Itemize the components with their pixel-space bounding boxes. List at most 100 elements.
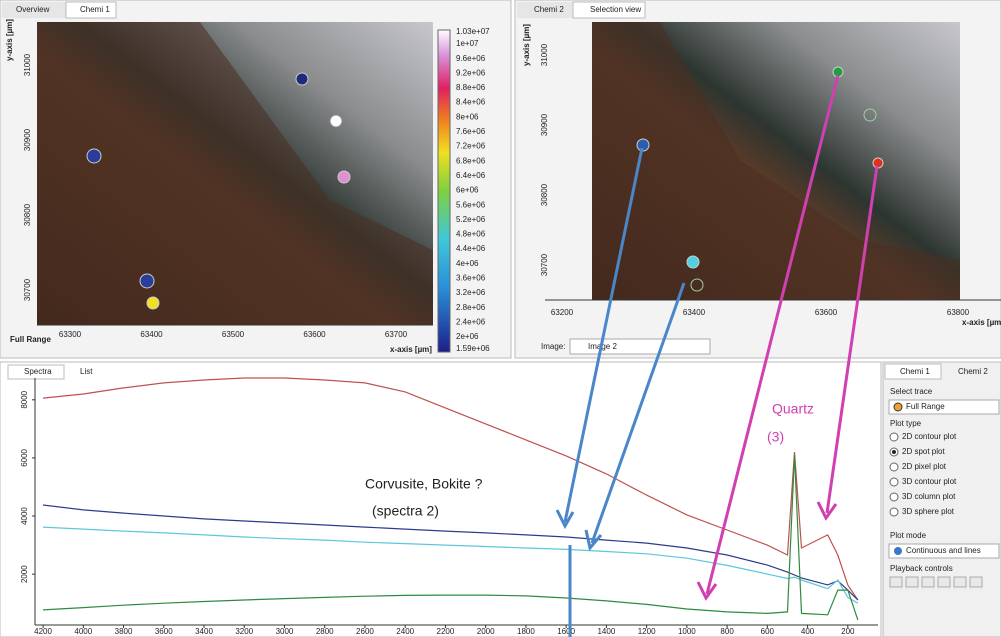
playback-button[interactable] [937,576,951,588]
y-axis-label: y-axis [µm] [522,24,531,66]
x-tick-label: 63800 [947,308,970,317]
x-axis-label: x-axis [µm] [390,345,432,354]
mode-icon [894,547,902,555]
y-axis-label: y-axis [µm] [5,19,14,61]
radio[interactable] [889,492,899,502]
annotation: Quartz [772,401,814,417]
colorbar-label: 3.2e+06 [456,288,486,297]
spot[interactable] [686,255,700,269]
radio-label: 2D pixel plot [902,462,947,471]
trace-dropdown-value[interactable]: Full Range [906,402,945,411]
tab-label[interactable]: Selection view [590,5,641,14]
radio[interactable] [889,507,899,517]
trace-label: Full Range [10,335,51,344]
x-tick-label: 2600 [356,627,374,636]
spot[interactable] [146,296,160,310]
x-tick-label: 600 [761,627,775,636]
y-tick-label: 30800 [23,203,32,226]
tab-active[interactable] [884,363,942,380]
colorbar-label: 8.4e+06 [456,98,486,107]
tab-label[interactable]: Chemi 2 [534,5,564,14]
spot[interactable] [690,278,704,292]
arrows [555,74,879,637]
spectrum-line [42,377,859,601]
tab-label[interactable]: Chemi 1 [900,367,930,376]
colorbar-label: 3.6e+06 [456,274,486,283]
x-tick-label: 63500 [222,330,245,339]
colorbar-label: 4e+06 [456,259,479,268]
tab-label[interactable]: List [80,367,93,376]
colorbar-label: 1.03e+07 [456,27,490,36]
image-dark-region [37,22,433,325]
trace-icon [893,402,903,412]
spot[interactable] [329,114,343,128]
plot-type-options: 2D contour plot 2D spot plot 2D pixel plot… [889,432,957,517]
radio[interactable] [889,462,899,472]
mode-dropdown-value[interactable]: Continuous and lines [906,546,981,555]
spot[interactable] [636,138,650,152]
tab-label[interactable]: Spectra [24,367,52,376]
radio[interactable] [889,432,899,442]
radio[interactable] [889,477,899,487]
y-tick-label: 2000 [20,565,29,583]
x-tick-label: 1400 [597,627,615,636]
x-tick-label: 63400 [683,308,706,317]
arrow [825,165,879,514]
spot[interactable] [863,108,877,122]
image-dropdown-value[interactable]: Image 2 [588,342,617,351]
tab-label[interactable]: Chemi 2 [958,367,988,376]
x-tick-label: 2000 [477,627,495,636]
annotation: (3) [767,429,784,445]
y-tick-label: 30700 [23,278,32,301]
colorbar-label: 8.8e+06 [456,83,486,92]
image-label: Image: [541,342,565,351]
colorbar-label: 9.6e+06 [456,54,486,63]
x-axis-label: x-axis [µm] [962,318,1001,327]
trace-dropdown[interactable] [888,399,1000,415]
tab-label[interactable]: Chemi 1 [80,5,110,14]
y-tick-label: 31000 [540,43,549,66]
x-tick-label: 1600 [557,627,575,636]
radio-label: 2D spot plot [902,447,945,456]
spot[interactable] [295,72,309,86]
spot[interactable] [139,273,155,289]
arrow-head [584,529,603,552]
x-tick-label: 3000 [276,627,294,636]
section-label: Plot mode [890,531,927,540]
radio-dot [892,450,896,454]
tab-active[interactable] [65,1,117,19]
mode-dropdown[interactable] [888,543,1000,559]
tab-active[interactable] [572,1,646,19]
tab-label[interactable]: Overview [16,5,50,14]
x-tick-label: 63400 [140,330,163,339]
arrow-head [696,581,718,601]
colorbar-label: 4.8e+06 [456,230,486,239]
spot[interactable] [86,148,102,164]
playback-button[interactable] [921,576,935,588]
x-tick-label: 4000 [74,627,92,636]
radio-label: 3D contour plot [902,477,957,486]
arrow [563,147,644,523]
tab[interactable] [517,2,573,18]
playback-button[interactable] [905,576,919,588]
arrow-head [555,509,575,530]
playback-controls [889,576,983,588]
playback-button[interactable] [889,576,903,588]
section-label: Plot type [890,419,922,428]
playback-button[interactable] [969,576,983,588]
image-dropdown[interactable] [569,338,711,355]
playback-button[interactable] [953,576,967,588]
colorbar-label: 1e+07 [456,39,479,48]
tab[interactable] [2,2,66,18]
x-tick-label: 3400 [195,627,213,636]
y-tick-label: 30900 [540,113,549,136]
colorbar-label: 2e+06 [456,332,479,341]
colorbar-label: 5.2e+06 [456,215,486,224]
spot[interactable] [337,170,351,184]
y-tick-label: 4000 [20,507,29,525]
x-tick-label: 63200 [551,308,574,317]
colorbar-label: 7.6e+06 [456,127,486,136]
tab-active[interactable] [7,364,65,380]
x-tick-label: 1200 [638,627,656,636]
